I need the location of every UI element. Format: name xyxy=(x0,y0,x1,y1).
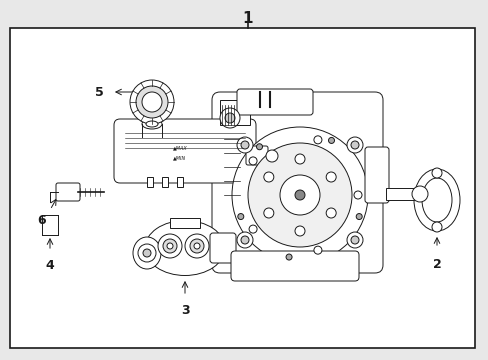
Bar xyxy=(385,188,413,200)
Circle shape xyxy=(294,226,305,236)
Circle shape xyxy=(346,137,362,153)
Circle shape xyxy=(294,154,305,164)
Circle shape xyxy=(355,213,362,220)
FancyBboxPatch shape xyxy=(56,183,80,201)
FancyBboxPatch shape xyxy=(114,119,256,183)
Circle shape xyxy=(431,168,441,178)
Bar xyxy=(147,177,153,187)
Ellipse shape xyxy=(421,178,451,222)
Circle shape xyxy=(142,92,162,112)
Circle shape xyxy=(350,236,358,244)
Circle shape xyxy=(313,136,321,144)
Circle shape xyxy=(350,141,358,149)
Circle shape xyxy=(411,186,427,202)
Circle shape xyxy=(247,143,351,247)
Circle shape xyxy=(138,244,156,262)
Ellipse shape xyxy=(133,237,161,269)
Circle shape xyxy=(241,141,248,149)
Circle shape xyxy=(294,190,305,200)
Circle shape xyxy=(325,172,335,182)
Circle shape xyxy=(158,234,182,258)
Circle shape xyxy=(237,137,252,153)
Circle shape xyxy=(264,208,273,218)
Bar xyxy=(170,218,200,228)
Circle shape xyxy=(224,113,235,123)
Circle shape xyxy=(265,150,278,162)
Bar xyxy=(162,177,168,187)
Text: 5: 5 xyxy=(95,86,104,99)
Circle shape xyxy=(130,80,174,124)
Circle shape xyxy=(353,191,361,199)
FancyBboxPatch shape xyxy=(212,92,382,273)
Text: 6: 6 xyxy=(38,214,46,227)
Circle shape xyxy=(346,232,362,248)
Circle shape xyxy=(237,213,244,220)
Text: 3: 3 xyxy=(181,304,189,317)
Circle shape xyxy=(190,239,203,253)
FancyBboxPatch shape xyxy=(364,147,388,203)
FancyBboxPatch shape xyxy=(245,146,267,165)
Ellipse shape xyxy=(145,220,224,275)
Circle shape xyxy=(285,254,291,260)
Circle shape xyxy=(431,222,441,232)
Circle shape xyxy=(167,243,173,249)
Ellipse shape xyxy=(146,121,158,127)
Circle shape xyxy=(313,246,321,254)
Text: 4: 4 xyxy=(45,259,54,272)
Circle shape xyxy=(325,208,335,218)
Text: 1: 1 xyxy=(242,10,253,26)
Ellipse shape xyxy=(413,169,459,231)
Bar xyxy=(10,28,474,348)
Text: ▲MAX: ▲MAX xyxy=(172,145,187,150)
Circle shape xyxy=(136,86,168,118)
Circle shape xyxy=(142,249,151,257)
Bar xyxy=(220,100,249,125)
Circle shape xyxy=(163,239,177,253)
Bar xyxy=(177,177,183,187)
Circle shape xyxy=(280,175,319,215)
Circle shape xyxy=(237,232,252,248)
Circle shape xyxy=(184,234,208,258)
Circle shape xyxy=(248,157,257,165)
Circle shape xyxy=(264,172,273,182)
Circle shape xyxy=(241,236,248,244)
FancyBboxPatch shape xyxy=(237,89,312,115)
Circle shape xyxy=(194,243,200,249)
Circle shape xyxy=(231,127,367,263)
FancyBboxPatch shape xyxy=(209,233,236,263)
Circle shape xyxy=(328,138,334,143)
Text: ▲MIN: ▲MIN xyxy=(173,156,186,161)
Text: 2: 2 xyxy=(432,258,441,271)
Circle shape xyxy=(256,144,262,150)
Circle shape xyxy=(220,108,240,128)
Ellipse shape xyxy=(142,119,162,129)
Circle shape xyxy=(248,225,257,233)
FancyBboxPatch shape xyxy=(230,251,358,281)
